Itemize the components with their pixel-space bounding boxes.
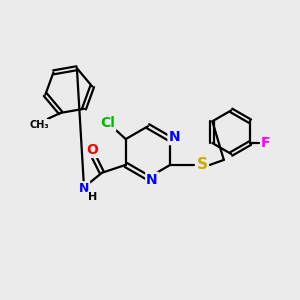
Text: N: N — [79, 182, 89, 195]
Text: F: F — [261, 136, 271, 150]
Text: H: H — [88, 192, 98, 202]
Text: S: S — [196, 158, 208, 172]
Text: CH₃: CH₃ — [29, 120, 49, 130]
Text: N: N — [146, 173, 158, 187]
Text: O: O — [86, 143, 98, 157]
Text: N: N — [169, 130, 180, 144]
Text: Cl: Cl — [100, 116, 115, 130]
